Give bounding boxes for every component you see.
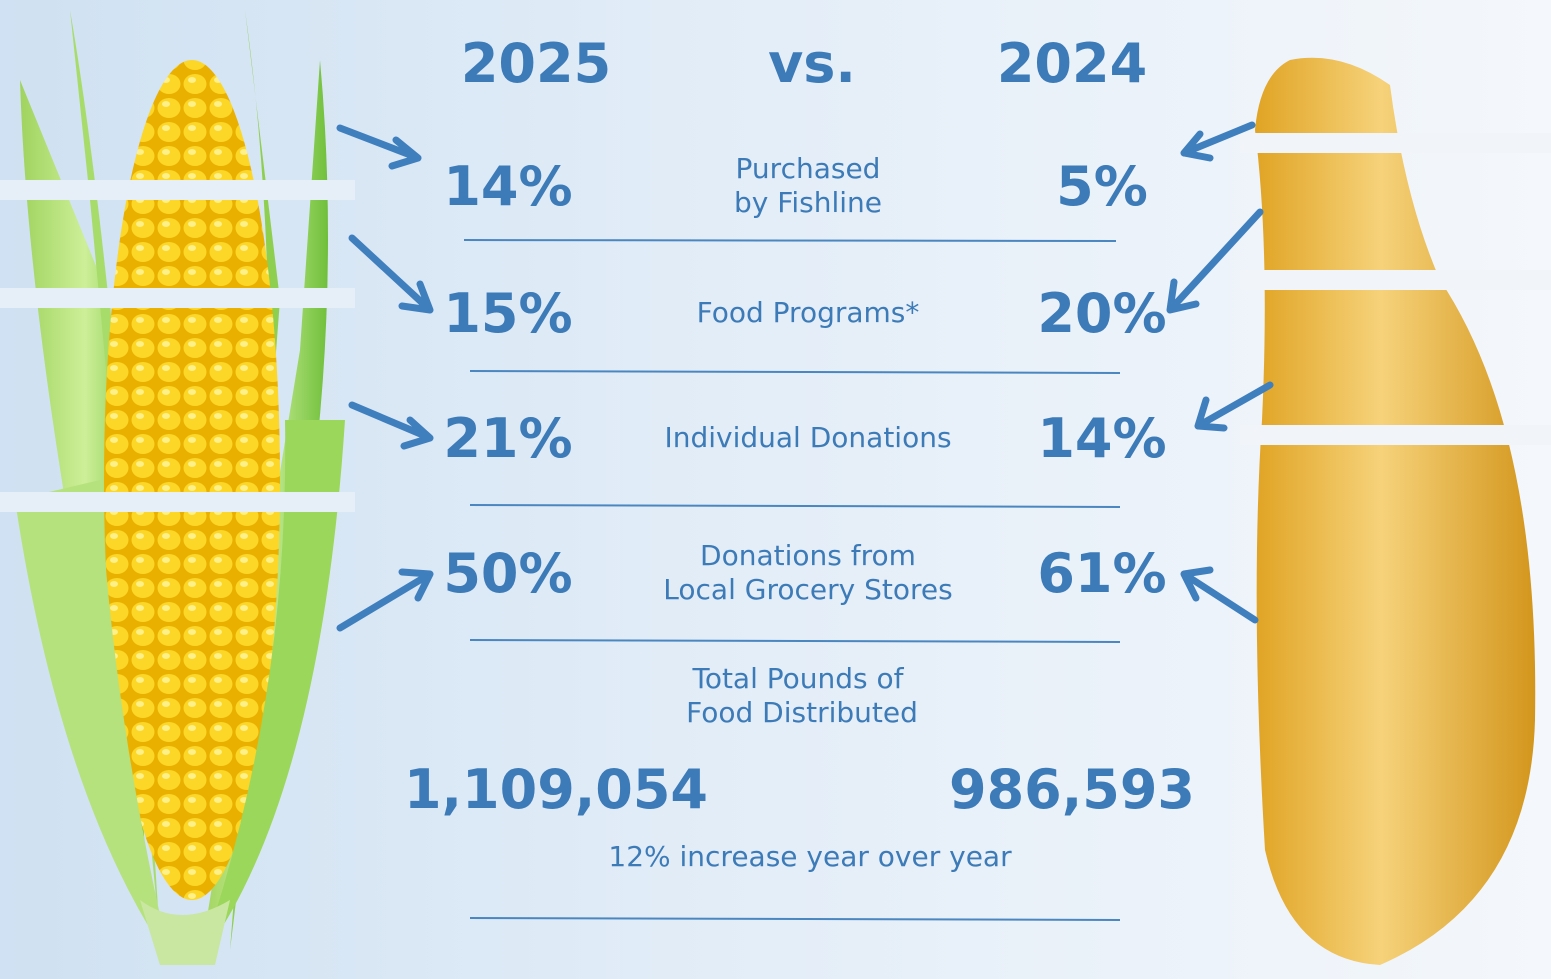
value-2025: 15% <box>443 282 572 345</box>
row-label: by Fishline <box>734 186 882 219</box>
total-2025: 1,109,054 <box>404 758 708 821</box>
total-2024: 986,593 <box>949 758 1195 821</box>
row-label: Food Programs* <box>697 296 920 329</box>
total-label: Total Pounds of <box>691 662 904 695</box>
squash <box>1240 57 1551 966</box>
value-2025: 21% <box>443 407 572 470</box>
year-2025: 2025 <box>461 32 611 95</box>
row-label: Donations from <box>700 539 916 572</box>
year-2024: 2024 <box>997 32 1147 95</box>
value-2024: 14% <box>1037 407 1166 470</box>
value-2024: 5% <box>1056 155 1148 218</box>
row-label: Individual Donations <box>664 421 951 454</box>
value-2024: 61% <box>1037 542 1166 605</box>
rules <box>463 239 1121 921</box>
row-label: Purchased <box>736 152 881 185</box>
total-label: Food Distributed <box>686 696 918 729</box>
value-2024: 20% <box>1037 282 1166 345</box>
vs: vs. <box>768 32 856 95</box>
corn <box>0 10 355 965</box>
value-2025: 14% <box>443 155 572 218</box>
arrows <box>336 121 1274 632</box>
total-note: 12% increase year over year <box>608 840 1012 873</box>
value-2025: 50% <box>443 542 572 605</box>
row-label: Local Grocery Stores <box>663 573 952 606</box>
